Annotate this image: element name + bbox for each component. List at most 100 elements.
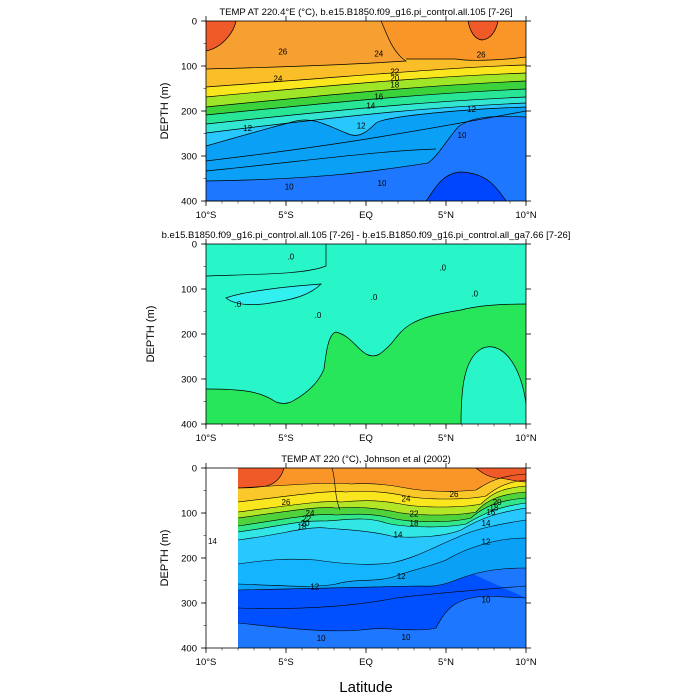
contour-label: 14 — [482, 519, 491, 528]
contour-label: 16 — [486, 508, 495, 517]
x-axis-label: Latitude — [339, 679, 392, 696]
contour-label: 10 — [317, 634, 326, 643]
contour-label: 26 — [477, 50, 486, 59]
y-axis-label: DEPTH (m) — [145, 306, 157, 363]
y-tick-label: 100 — [181, 62, 197, 73]
x-tick-label: 10°N — [515, 210, 536, 221]
contour-label: .0 — [235, 300, 242, 309]
band-28 — [206, 21, 236, 51]
contour-label: .0 — [315, 311, 322, 320]
contour-label: 18 — [490, 504, 499, 513]
contour-label: .0 — [471, 290, 478, 299]
contour-label: 24 — [306, 509, 315, 518]
contour-label: 20 — [493, 498, 502, 507]
contour-label: 12 — [243, 124, 252, 133]
contour-label: 14 — [208, 537, 217, 546]
band-28 — [238, 468, 284, 488]
y-tick-label: 0 — [192, 240, 197, 251]
contour-label: 22 — [302, 514, 311, 523]
band-negative-east — [461, 346, 526, 424]
y-axis-label: DEPTH (m) — [159, 83, 171, 140]
axis-ticks: 10°S 5°S EQ 5°N 10°N 0 100 200 300 400 — [181, 463, 537, 668]
contour-label: .0 — [287, 253, 294, 262]
x-tick-label: 10°N — [515, 433, 536, 444]
axis-ticks: 10°S 5°S EQ 5°N 10°N 0 100 200 300 400 — [181, 16, 537, 221]
contour-label: 10 — [458, 131, 467, 140]
x-tick-label: 10°S — [196, 210, 217, 221]
contour-lines — [205, 244, 527, 425]
contour-label: 12 — [310, 582, 319, 591]
contour-label: .0 — [371, 293, 378, 302]
band-26 — [238, 468, 526, 492]
contour-label: .0 — [439, 263, 446, 272]
y-tick-label: 300 — [181, 599, 197, 610]
x-tick-label: 5°N — [438, 433, 454, 444]
x-tick-label: EQ — [359, 210, 373, 221]
band-28-east — [468, 21, 498, 40]
contour-label: 24 — [402, 495, 411, 504]
y-tick-label: 100 — [181, 509, 197, 520]
y-tick-label: 300 — [181, 152, 197, 163]
y-tick-label: 300 — [181, 375, 197, 386]
contour-label: 18 — [390, 80, 399, 89]
x-tick-label: 5°S — [278, 657, 293, 668]
contour-label: 10 — [378, 179, 387, 188]
panel-title: TEMP AT 220.4°E (°C), b.e15.B1850.f09_g1… — [219, 7, 512, 18]
band-28-east — [476, 468, 526, 482]
panel-title: b.e15.B1850.f09_g16.pi_control.all.105 [… — [162, 230, 571, 241]
contour-label: 12 — [482, 537, 491, 546]
contour-fill — [238, 468, 526, 648]
contour-fill — [206, 244, 526, 424]
band-zero-negative-main — [206, 244, 526, 404]
contour-label: 24 — [374, 49, 383, 58]
band-26b — [206, 21, 406, 69]
band-negative-pocket — [226, 284, 321, 305]
contour-label: 12 — [357, 121, 366, 130]
x-tick-label: 10°S — [196, 657, 217, 668]
contour-label: 16 — [374, 93, 383, 102]
y-tick-label: 400 — [181, 644, 197, 655]
contour-label: 10 — [482, 595, 491, 604]
y-tick-label: 200 — [181, 554, 197, 565]
contour-fill — [206, 21, 526, 201]
y-tick-label: 100 — [181, 285, 197, 296]
y-tick-label: 0 — [192, 464, 197, 475]
contour-label: 20 — [301, 519, 310, 528]
contour-label: 24 — [274, 75, 283, 84]
contour-label: 12 — [397, 572, 406, 581]
contour-label: 14 — [394, 531, 403, 540]
contour-labels: .0 .0 .0 .0 .0 .0 — [235, 253, 479, 321]
y-axis-label: DEPTH (m) — [159, 530, 171, 587]
x-tick-label: 10°N — [515, 657, 536, 668]
contour-label: 26 — [450, 490, 459, 499]
y-tick-label: 200 — [181, 107, 197, 118]
panel-model-temperature: TEMP AT 220.4°E (°C), b.e15.B1850.f09_g1… — [159, 7, 537, 221]
y-tick-label: 400 — [181, 420, 197, 431]
contour-label: 10 — [285, 183, 294, 192]
axis-ticks: 10°S 5°S EQ 5°N 10°N 0 100 200 300 400 — [181, 239, 537, 444]
y-tick-label: 400 — [181, 197, 197, 208]
contour-label: 18 — [410, 519, 419, 528]
x-tick-label: 5°S — [278, 433, 293, 444]
contour-label: 20 — [390, 74, 399, 83]
x-tick-label: 5°N — [438, 657, 454, 668]
contour-label: 26 — [278, 48, 287, 57]
x-tick-label: EQ — [359, 433, 373, 444]
x-tick-label: 5°N — [438, 210, 454, 221]
panel-temperature-difference: b.e15.B1850.f09_g16.pi_control.all.105 [… — [145, 230, 570, 444]
x-tick-label: 10°S — [196, 433, 217, 444]
contour-lines — [205, 20, 527, 202]
contour-label: 18 — [298, 523, 307, 532]
panel-observed-temperature: TEMP AT 220 (°C), Johnson et al (2002) — [159, 454, 537, 696]
contour-label: 12 — [467, 105, 476, 114]
x-tick-label: 5°S — [278, 210, 293, 221]
panel-title: TEMP AT 220 (°C), Johnson et al (2002) — [281, 454, 451, 465]
contour-label: 10 — [402, 633, 411, 642]
band-26 — [206, 21, 526, 61]
y-tick-label: 0 — [192, 17, 197, 28]
contour-label: 22 — [390, 67, 399, 76]
y-tick-label: 200 — [181, 330, 197, 341]
